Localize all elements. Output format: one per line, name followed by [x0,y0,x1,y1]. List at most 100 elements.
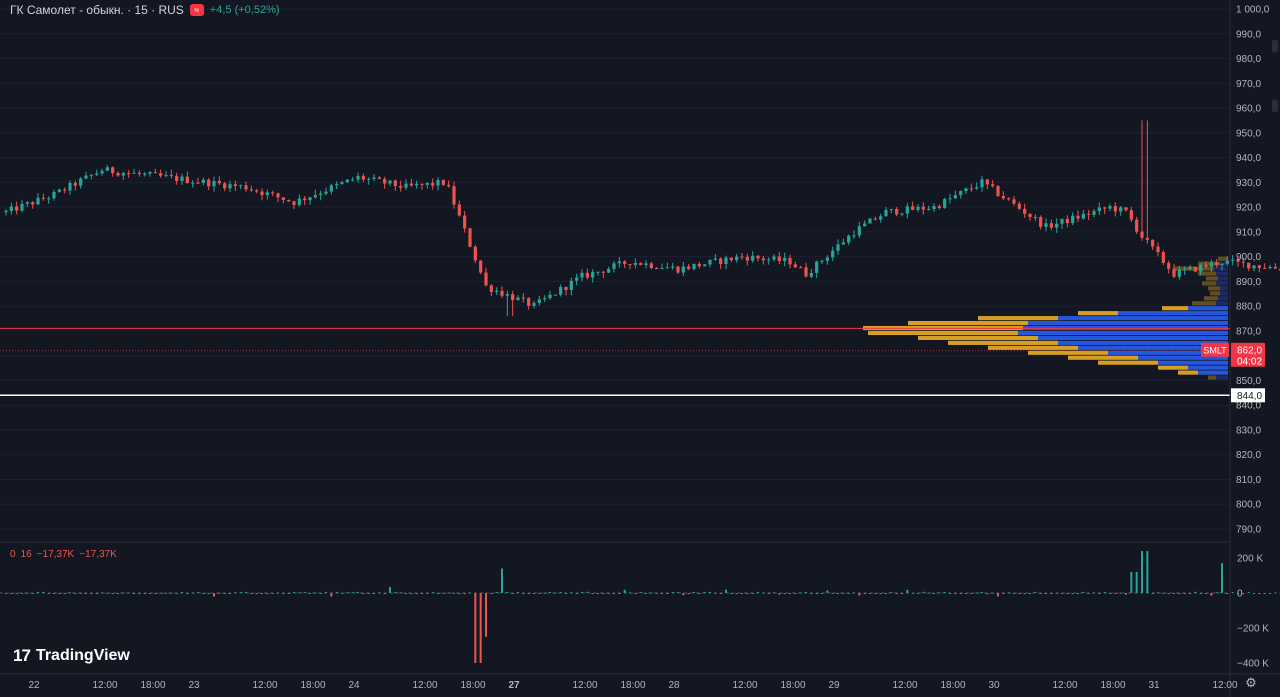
candle [345,179,349,183]
candle [809,272,813,277]
volume-delta-bars [5,551,1280,663]
candle [447,184,451,187]
candle [559,287,563,295]
volume-profile-row [1162,306,1188,311]
symbol-title[interactable]: ГК Самолет - обыкн. · 15 · RUS [10,3,184,17]
candle [649,263,653,268]
volume-delta-bar [554,592,557,594]
volume-delta-bar [570,592,573,594]
scroll-handle[interactable] [1272,40,1278,52]
volume-delta-bar [213,593,215,597]
volume-delta-bar [661,593,663,594]
time-tick-label: 12:00 [572,680,597,691]
candle [265,192,269,196]
indicator-legend[interactable]: 0 16 −17,37K −17,37K [10,549,122,560]
volume-delta-bar [165,592,167,594]
candle [319,193,323,195]
candle [1241,261,1245,263]
candle [1129,210,1133,220]
time-tick-label: 29 [828,680,840,691]
settings-gear-icon[interactable]: ⚙ [1245,675,1257,690]
candle [671,266,675,268]
candle [377,177,381,179]
volume-delta-bar [47,592,50,594]
candle [916,206,920,210]
volume-delta-bar [1050,593,1053,594]
candle [975,187,979,189]
volume-delta-bar [1205,593,1207,594]
volume-delta-bar [421,593,423,594]
volume-delta-bar [298,592,301,594]
candle [980,179,984,188]
candle [1108,206,1112,209]
volume-delta-bar [117,592,119,594]
candle [308,197,312,201]
candle [329,185,333,192]
volume-profile-row [908,321,1028,326]
volume-delta-bar [234,592,237,594]
candle [15,206,19,211]
volume-delta-bar [303,592,306,594]
candle [1097,207,1101,212]
candle [1177,269,1181,277]
candle [927,209,931,211]
volume-profile-row [1028,321,1228,326]
candle [889,208,893,210]
volume-delta-bar [31,592,34,594]
volume-delta-bar [597,593,599,594]
candle [383,178,387,184]
volume-delta-bar [762,592,765,594]
tradingview-logo[interactable]: 17 TradingView [13,646,130,666]
candle [105,167,109,171]
indicator-value: 16 [20,549,32,560]
time-tick-label: 12:00 [412,680,437,691]
candle [879,216,883,220]
volume-delta-bar [191,592,194,594]
volume-delta-bar [826,590,829,593]
volume-delta-bar [527,593,530,594]
volume-delta-bar [682,593,685,596]
time-tick-label: 31 [1148,680,1160,691]
volume-delta-bar [655,592,658,594]
time-tick-label: 18:00 [140,680,165,691]
volume-delta-bar [319,593,322,594]
volume-delta-bar [1199,593,1202,594]
volume-delta-bar [1103,592,1106,594]
candle [895,208,899,215]
price-tick-label: 990,0 [1236,29,1261,40]
volume-delta-bar [1247,591,1250,593]
volume-delta-bar [1082,591,1085,593]
candle [596,271,600,273]
candle [244,185,248,190]
volume-delta-bar [895,593,898,595]
candle [607,268,611,273]
volume-delta-bar [559,592,562,594]
candle [121,173,125,176]
volume-delta-bar [277,592,279,594]
candle [863,223,867,227]
volume-delta-bar [933,593,935,594]
volume-delta-bar [821,593,823,594]
volume-delta-bar [181,592,183,593]
candle [1060,218,1064,224]
time-tick-label: 18:00 [300,680,325,691]
volume-delta-bar [975,592,978,594]
candle [175,175,179,182]
scroll-handle[interactable] [1272,100,1278,112]
symbol-header[interactable]: ГК Самолет - обыкн. · 15 · RUS ≈ +4,5 (+… [10,3,280,17]
volume-delta-bar [1114,593,1117,594]
price-tick-label: 900,0 [1236,252,1261,263]
candle [303,198,307,201]
candle [1220,263,1224,266]
volume-delta-bar [410,593,413,594]
candle [521,297,525,299]
time-tick-label: 18:00 [1100,680,1125,691]
volume-delta-bar [346,592,349,594]
volume-delta-bar [58,593,61,594]
volume-delta-bar [1167,593,1170,594]
time-tick-label: 30 [988,680,1000,691]
candle [1236,259,1240,262]
volume-delta-bar [1146,551,1149,593]
current-price-label: 862,0 [1237,346,1262,357]
